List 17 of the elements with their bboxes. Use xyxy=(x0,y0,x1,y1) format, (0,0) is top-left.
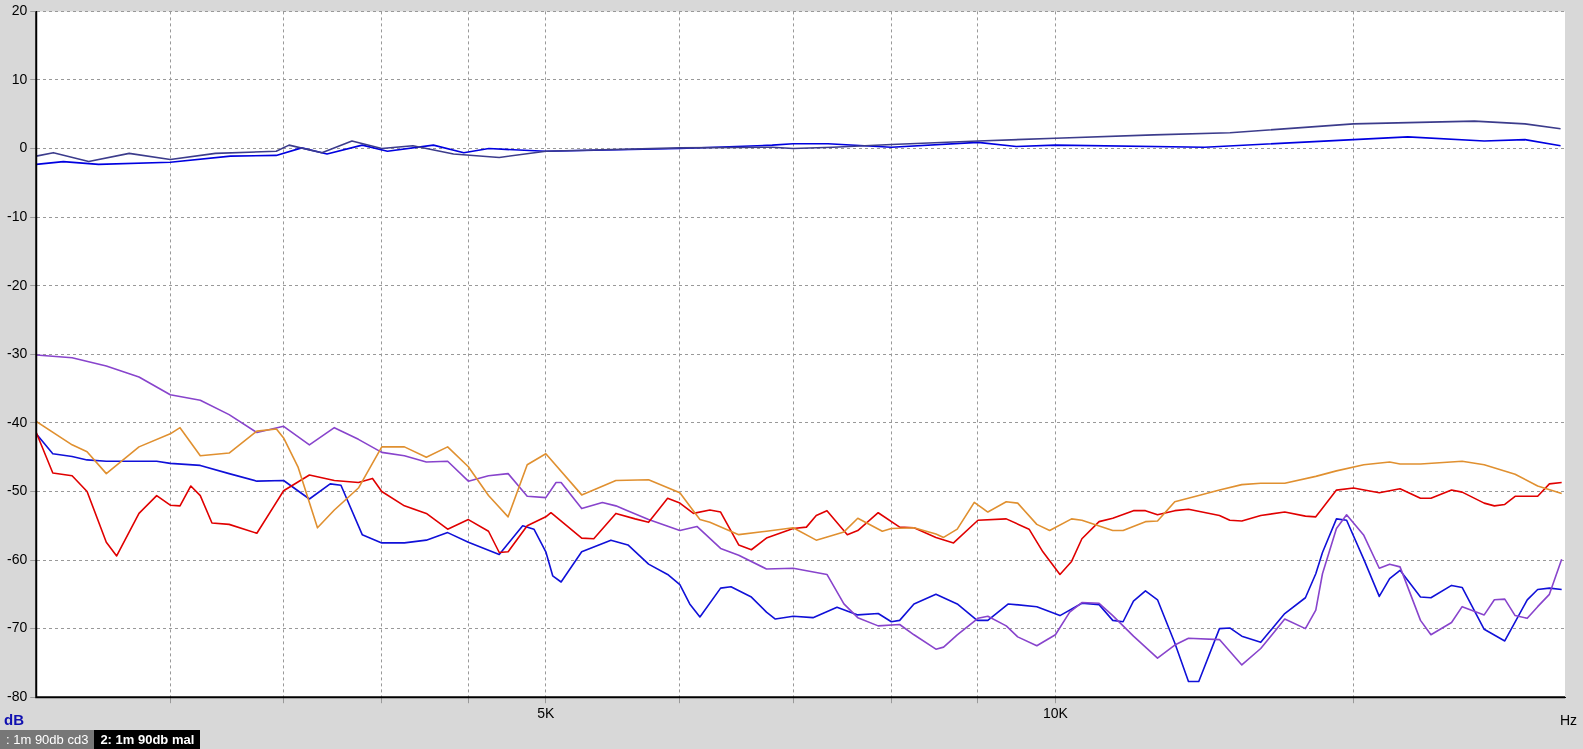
y-tick-label: -20 xyxy=(7,276,28,293)
x-tick-label: 5K xyxy=(537,705,556,722)
y-tick-label: 10 xyxy=(11,70,28,87)
text: 2: 1m 90db mal xyxy=(94,730,201,749)
y-tick-label: -40 xyxy=(7,413,28,430)
y-axis-title: dB xyxy=(4,711,25,729)
x-axis-title: Hz xyxy=(1559,712,1577,729)
y-tick-label: -80 xyxy=(7,688,28,705)
x-tick-label: 10K xyxy=(1042,705,1069,722)
y-tick-label: -50 xyxy=(7,482,28,499)
y-tick-label: -10 xyxy=(7,208,28,224)
y-tick-label: -60 xyxy=(7,550,28,567)
y-tick-label: -70 xyxy=(7,619,28,636)
y-tick-label: 20 xyxy=(11,2,28,19)
y-tick-label: 0 xyxy=(19,139,28,156)
y-tick-label: -30 xyxy=(7,345,28,362)
text: : 1m 90db cd3 xyxy=(0,730,95,749)
